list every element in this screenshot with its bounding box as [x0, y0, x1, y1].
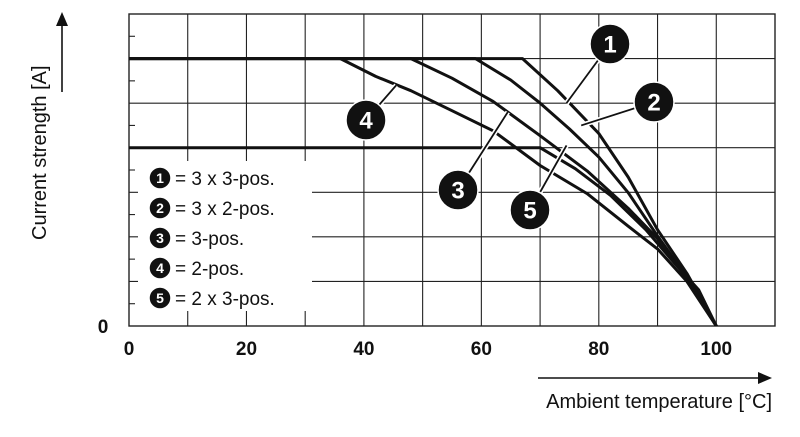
callout-badge-2: 2 [633, 81, 675, 123]
x-axis-title: Ambient temperature [°C] [546, 391, 772, 413]
legend-badge-4: 4 [148, 256, 172, 280]
callouts: 1 2 3 4 5 [345, 23, 675, 231]
callout-badge-3-number: 3 [451, 178, 464, 205]
series-line-1 [129, 57, 718, 326]
x-tick-label: 40 [353, 339, 374, 360]
x-tick-label: 100 [700, 339, 732, 360]
callout-badge-1: 1 [589, 23, 631, 65]
callout-badge-2-circle [633, 81, 675, 123]
y-axis-title: Current strength [A] [29, 65, 51, 240]
callout-badge-4: 4 [345, 99, 387, 141]
legend-label-2: = 3 x 2-pos. [175, 199, 275, 220]
callout-badge-3-circle [437, 169, 479, 211]
callout-badge-3: 3 [437, 169, 479, 211]
legend-badge-5: 5 [148, 286, 172, 310]
legend-label-1: = 3 x 3-pos. [175, 169, 275, 190]
x-tick-labels: 0 20 40 60 80 100 [124, 339, 732, 360]
legend-badge-4-circle [148, 256, 172, 280]
x-tick-label: 80 [588, 339, 609, 360]
legend-badge-2-circle [148, 196, 172, 220]
legend-badge-1-number: 1 [156, 170, 164, 186]
y-axis-arrow-head [56, 12, 68, 26]
series-line-4 [338, 57, 718, 326]
legend-badge-5-circle [148, 286, 172, 310]
callout-badge-5-circle [509, 189, 551, 231]
legend-label-5: = 2 x 3-pos. [175, 289, 275, 310]
legend-badge-1-circle [148, 166, 172, 190]
callout-badge-4-number: 4 [359, 108, 373, 135]
legend-badge-2: 2 [148, 196, 172, 220]
legend-label-3: = 3-pos. [175, 229, 244, 250]
legend-label-4: = 2-pos. [175, 259, 244, 280]
plot-frame [128, 13, 776, 327]
legend-badge-1: 1 [148, 166, 172, 190]
legend-badge-4-number: 4 [156, 260, 164, 276]
legend-badge-3-number: 3 [156, 230, 164, 246]
callout-badge-4-circle [345, 99, 387, 141]
legend-badge-3: 3 [148, 226, 172, 250]
callout-badge-5-number: 5 [523, 198, 536, 225]
callout-badge-2-number: 2 [647, 90, 660, 117]
legend-badge-3-circle [148, 226, 172, 250]
x-tick-label: 20 [236, 339, 257, 360]
legend: 1 = 3 x 3-pos. 2 = 3 x 2-pos. 3 = 3-pos. 4 = 2-… [138, 161, 312, 311]
callout-badge-1-number: 1 [603, 32, 616, 59]
y-tick-labels: 0 [98, 317, 109, 338]
x-axis-arrow-head [758, 372, 772, 384]
callout-badge-5: 5 [509, 189, 551, 231]
legend-badge-2-number: 2 [156, 200, 164, 216]
x-tick-label: 60 [471, 339, 492, 360]
callout-badge-1-circle [589, 23, 631, 65]
x-tick-label: 0 [124, 339, 135, 360]
legend-badge-5-number: 5 [156, 290, 164, 306]
series-line-5 [129, 146, 718, 326]
y-tick-label: 0 [98, 317, 109, 338]
